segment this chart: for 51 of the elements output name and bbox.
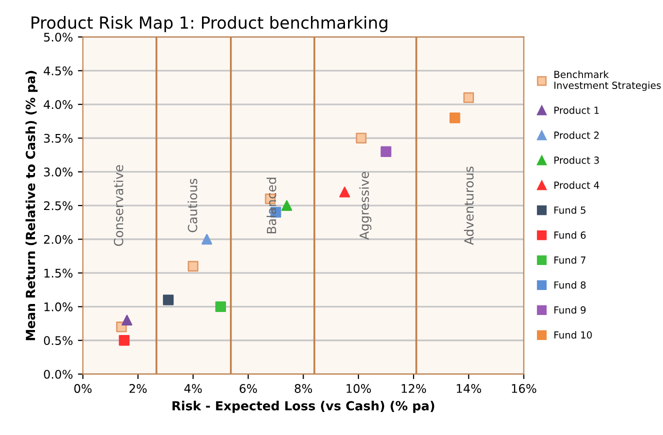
y-tick-label: 3.0% — [44, 168, 72, 176]
legend-label: Fund 10 — [554, 331, 592, 339]
annotation: Conservative — [114, 165, 124, 246]
y-tick-label: 2.5% — [44, 201, 72, 210]
y-tick-label: 0.0% — [44, 370, 72, 379]
legend-label: Fund 5 — [554, 206, 586, 214]
point — [118, 335, 130, 346]
annotation: Adventurous — [464, 166, 474, 245]
y-tick-label: 5.0% — [44, 32, 72, 42]
x-tick-label: 0% — [74, 384, 92, 393]
x-tick-label: 8% — [294, 384, 312, 393]
point — [339, 186, 350, 198]
point — [188, 260, 198, 272]
legend-label: Fund 6 — [554, 231, 586, 239]
legend-label: Product 4 — [554, 181, 600, 189]
point — [380, 146, 392, 157]
legend-label: Fund 7 — [554, 256, 586, 264]
point — [122, 314, 132, 326]
x-tick-label: 14% — [456, 384, 482, 393]
legend-label: Fund 8 — [554, 281, 586, 289]
x-tick-label: 16% — [512, 384, 536, 393]
legend-label: Product 3 — [554, 156, 599, 164]
x-tick-label: 6% — [240, 384, 257, 393]
annotation: Cautious — [188, 178, 198, 232]
y-tick-label: 1.0% — [44, 302, 72, 312]
point — [202, 234, 212, 245]
y-tick-label: 0.5% — [44, 336, 72, 346]
point — [356, 132, 367, 144]
x-tick-label: 10% — [346, 384, 371, 393]
legend-label: Product 2 — [554, 131, 599, 139]
x-tick-label: 2% — [129, 384, 147, 393]
y-tick-label: 4.5% — [44, 66, 72, 76]
annotation: Balanced — [266, 178, 276, 234]
point — [162, 294, 174, 306]
point — [450, 112, 460, 124]
point — [215, 301, 226, 312]
x-axis-title: Risk - Expected Loss (vs Cash) (% pa) — [172, 400, 434, 413]
chart-title: Product Risk Map 1: Product benchmarking — [32, 16, 388, 32]
point — [281, 200, 292, 211]
point — [463, 92, 474, 104]
y-tick-label: 3.5% — [44, 134, 72, 143]
annotation: Aggressive — [359, 172, 372, 240]
legend-label: Benchmark Investment Strategies — [554, 70, 661, 91]
legend-label: Product 1 — [554, 106, 599, 114]
y-tick-label: 1.5% — [44, 268, 72, 278]
y-axis-title: Mean Return (Relative to Cash) (% pa) — [26, 70, 38, 340]
y-tick-label: 2.0% — [44, 234, 72, 244]
x-tick-label: 12% — [402, 384, 426, 393]
legend-label: Fund 9 — [554, 306, 586, 314]
x-tick-label: 4% — [184, 384, 202, 393]
y-tick-label: 4.0% — [44, 100, 72, 110]
